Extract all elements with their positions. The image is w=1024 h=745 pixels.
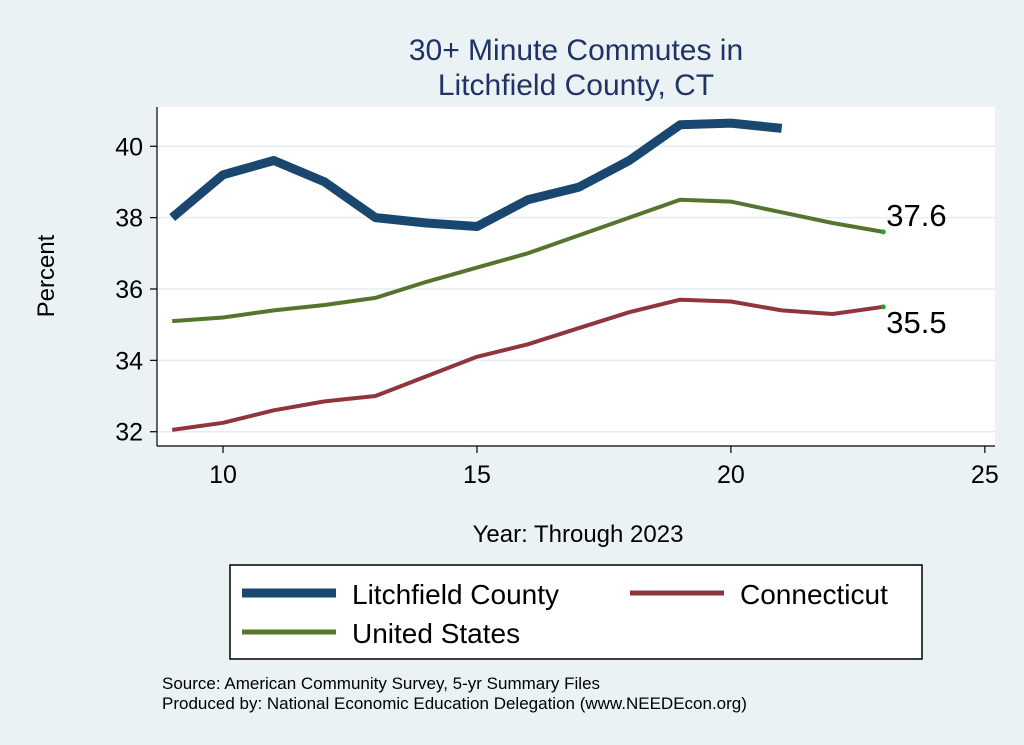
y-tick-label: 38 (115, 205, 143, 233)
annotations: 37.6 35.5 (880, 198, 947, 340)
legend: Litchfield County Connecticut United Sta… (229, 564, 923, 660)
x-tick-label: 10 (209, 461, 237, 489)
y-tick-label: 40 (115, 133, 143, 161)
y-tick-label: 34 (115, 347, 143, 375)
y-tick-label: 36 (115, 276, 143, 304)
legend-label-litchfield: Litchfield County (352, 579, 559, 610)
x-tick-label: 15 (463, 461, 491, 489)
legend-label-united-states: United States (352, 618, 520, 649)
series-lines (169, 118, 884, 432)
y-axis-label: Percent (33, 234, 60, 317)
end-marker-connecticut (880, 304, 886, 310)
chart-title-line-1: 30+ Minute Commutes in (409, 34, 743, 67)
plot-area (157, 107, 995, 446)
y-tick-label: 32 (115, 419, 143, 447)
legend-box (229, 564, 923, 660)
chart-title-line-2: Litchfield County, CT (438, 69, 714, 102)
axes: 32 34 36 38 40 10 15 20 25 (115, 107, 999, 489)
x-tick-label: 20 (717, 461, 745, 489)
legend-label-connecticut: Connecticut (740, 579, 888, 610)
end-marker-united-states (880, 229, 886, 235)
series-line-united-states (172, 197, 884, 324)
x-tick-label: 25 (971, 461, 999, 489)
series-line-connecticut (171, 297, 884, 432)
x-axis-label: Year: Through 2023 (473, 521, 684, 548)
series-line-litchfield-county (169, 118, 783, 231)
source-note: Source: American Community Survey, 5-yr … (162, 674, 600, 693)
producer-note: Produced by: National Economic Education… (162, 694, 747, 713)
data-label-connecticut: 35.5 (886, 305, 946, 340)
grid (157, 145, 995, 433)
data-label-united-states: 37.6 (886, 198, 946, 233)
